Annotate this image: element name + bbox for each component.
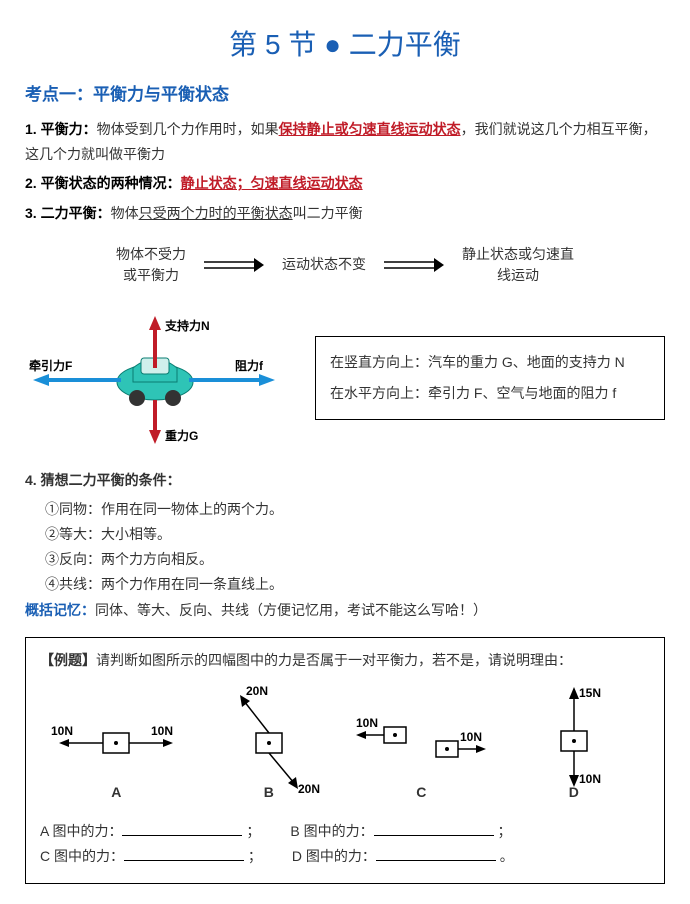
- flow-arrow-2-icon: [384, 258, 444, 272]
- p3-text2: 叫二力平衡: [293, 205, 363, 221]
- example-box: 【例题】请判断如图所示的四幅图中的力是否属于一对平衡力，若不是，请说明理由： 1…: [25, 637, 665, 885]
- svg-text:10N: 10N: [151, 724, 173, 738]
- diagram-D: 15N 10N D: [509, 683, 639, 803]
- condition-3: ③反向：两个力方向相反。: [45, 547, 665, 572]
- force-F-label: 牵引力F: [29, 358, 72, 373]
- svg-text:20N: 20N: [246, 684, 268, 698]
- definition-two-force-balance: 3. 二力平衡：物体只受两个力时的平衡状态叫二力平衡: [25, 201, 665, 226]
- info-line-1: 在竖直方向上：汽车的重力 G、地面的支持力 N: [330, 347, 650, 378]
- summary-lead: 概括记忆：: [25, 602, 95, 618]
- example-text: 请判断如图所示的四幅图中的力是否属于一对平衡力，若不是，请说明理由：: [96, 652, 572, 668]
- conditions-title: 4. 猜想二力平衡的条件：: [25, 468, 665, 493]
- flow-b3a: 静止状态或匀速直: [462, 244, 574, 265]
- condition-2: ②等大：大小相等。: [45, 522, 665, 547]
- definition-balance-force: 1. 平衡力：物体受到几个力作用时，如果保持静止或匀速直线运动状态，我们就说这几…: [25, 117, 665, 167]
- example-prompt: 【例题】请判断如图所示的四幅图中的力是否属于一对平衡力，若不是，请说明理由：: [40, 648, 650, 673]
- diagram-C: 10N 10N C: [356, 683, 486, 803]
- flow-b1b: 或平衡力: [116, 265, 186, 286]
- topic-1-heading: 考点一：平衡力与平衡状态: [25, 80, 665, 111]
- p1-text1: 物体受到几个力作用时，如果: [97, 121, 279, 137]
- summary-text: 同体、等大、反向、共线（方便记忆用，考试不能这么写哈！）: [95, 602, 487, 618]
- answer-A: A 图中的力： ；: [40, 819, 260, 844]
- force-N-label: 支持力N: [164, 318, 210, 333]
- diagrams-row: 10N 10N A 20N 20N B: [40, 683, 650, 803]
- example-lead: 【例题】: [40, 652, 96, 668]
- diagram-C-label: C: [356, 780, 486, 805]
- car-force-section: 支持力N 重力G 牵引力F 阻力f 在竖直方向上：汽车的重力 G、地面的支持力 …: [25, 308, 665, 448]
- p1-keyword: 保持静止或匀速直线运动状态: [279, 121, 461, 137]
- answer-D: D 图中的力： 。: [292, 844, 514, 869]
- force-G-label: 重力G: [165, 428, 198, 443]
- p3-lead: 3. 二力平衡：: [25, 205, 111, 221]
- answer-B: B 图中的力： ；: [290, 819, 511, 844]
- answer-C: C 图中的力： ；: [40, 844, 262, 869]
- definition-balance-state: 2. 平衡状态的两种情况：静止状态；匀速直线运动状态: [25, 171, 665, 196]
- flow-b3b: 线运动: [462, 265, 574, 286]
- title-main: 二力平衡: [349, 29, 461, 60]
- p1-lead: 1. 平衡力：: [25, 121, 97, 137]
- flow-box-2: 运动状态不变: [282, 254, 366, 275]
- condition-4: ④共线：两个力作用在同一条直线上。: [45, 572, 665, 597]
- p2-content: 静止状态；匀速直线运动状态: [181, 175, 363, 191]
- info-box: 在竖直方向上：汽车的重力 G、地面的支持力 N 在水平方向上：牵引力 F、空气与…: [315, 336, 665, 420]
- answers-block: A 图中的力： ； B 图中的力： ； C 图中的力： ； D 图中的力： 。: [40, 819, 650, 869]
- car-diagram: 支持力N 重力G 牵引力F 阻力f: [25, 308, 285, 448]
- title-separator-dot: ●: [324, 29, 341, 60]
- p2-lead: 2. 平衡状态的两种情况：: [25, 175, 181, 191]
- svg-text:10N: 10N: [460, 730, 482, 744]
- diagram-B: 20N 20N B: [204, 683, 334, 803]
- answer-D-blank[interactable]: [376, 846, 496, 861]
- p3-underline: 只受两个力时的平衡状态: [139, 205, 293, 221]
- info-line-2: 在水平方向上：牵引力 F、空气与地面的阻力 f: [330, 378, 650, 409]
- flow-box-1: 物体不受力 或平衡力: [116, 244, 186, 286]
- page-title: 第 5 节 ● 二力平衡: [25, 20, 665, 70]
- flow-diagram: 物体不受力 或平衡力 运动状态不变 静止状态或匀速直 线运动: [25, 244, 665, 286]
- conditions-summary: 概括记忆：同体、等大、反向、共线（方便记忆用，考试不能这么写哈！）: [25, 598, 665, 623]
- svg-text:15N: 15N: [579, 686, 601, 700]
- answer-C-blank[interactable]: [124, 846, 244, 861]
- svg-text:10N: 10N: [356, 716, 378, 730]
- title-prefix: 第 5 节: [229, 29, 316, 60]
- conditions-block: 4. 猜想二力平衡的条件： ①同物：作用在同一物体上的两个力。 ②等大：大小相等…: [25, 468, 665, 623]
- force-f-label: 阻力f: [235, 358, 264, 373]
- diagram-B-label: B: [204, 780, 334, 805]
- diagram-D-label: D: [509, 780, 639, 805]
- condition-1: ①同物：作用在同一物体上的两个力。: [45, 497, 665, 522]
- diagram-A: 10N 10N A: [51, 683, 181, 803]
- svg-text:10N: 10N: [51, 724, 73, 738]
- diagram-A-label: A: [51, 780, 181, 805]
- p3-text1: 物体: [111, 205, 139, 221]
- flow-arrow-1-icon: [204, 258, 264, 272]
- flow-b1a: 物体不受力: [116, 244, 186, 265]
- flow-box-3: 静止状态或匀速直 线运动: [462, 244, 574, 286]
